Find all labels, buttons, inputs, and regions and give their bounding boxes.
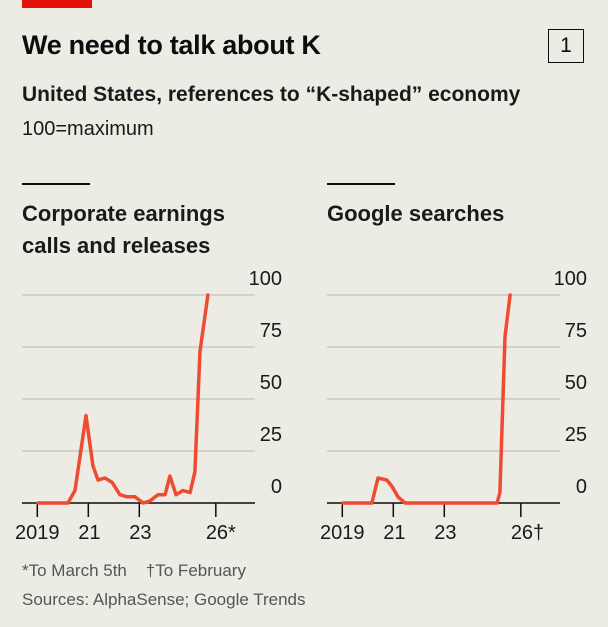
- y-tick-label: 75: [565, 320, 587, 342]
- y-tick-label: 25: [565, 424, 587, 446]
- footnote: *To March 5th: [22, 561, 127, 580]
- brand-bar: [22, 0, 92, 8]
- y-tick-label: 100: [554, 268, 587, 290]
- x-tick-label: 21: [78, 522, 100, 544]
- panel-title: Google searches: [327, 201, 505, 226]
- y-tick-label: 100: [249, 268, 282, 290]
- unit-note: 100=maximum: [22, 118, 154, 140]
- chart-title: We need to talk about K: [22, 30, 321, 60]
- y-tick-label: 50: [260, 372, 282, 394]
- x-tick-label: 23: [434, 522, 456, 544]
- footnote: †To February: [145, 561, 246, 580]
- chart-number: 1: [548, 29, 584, 63]
- series-line: [36, 293, 210, 505]
- x-tick-label: 26*: [206, 522, 236, 544]
- x-tick-label: 21: [383, 522, 405, 544]
- x-tick-label: 2019: [320, 522, 365, 544]
- y-tick-label: 50: [565, 372, 587, 394]
- panel-rule: [22, 183, 90, 185]
- panel-title: Corporate earnings calls and releases: [22, 201, 225, 258]
- y-tick-label: 0: [576, 476, 587, 498]
- y-tick-label: 25: [260, 424, 282, 446]
- x-tick-label: 2019: [15, 522, 60, 544]
- series-line: [341, 293, 512, 505]
- footnotes: *To March 5th †To February: [22, 561, 246, 581]
- y-tick-label: 0: [271, 476, 282, 498]
- subtitle: United States, references to “K-shaped” …: [22, 83, 521, 106]
- x-tick-label: 23: [129, 522, 151, 544]
- x-tick-label: 26†: [511, 522, 544, 544]
- panel-rule: [327, 183, 395, 185]
- y-tick-label: 75: [260, 320, 282, 342]
- source: Sources: AlphaSense; Google Trends: [22, 590, 306, 609]
